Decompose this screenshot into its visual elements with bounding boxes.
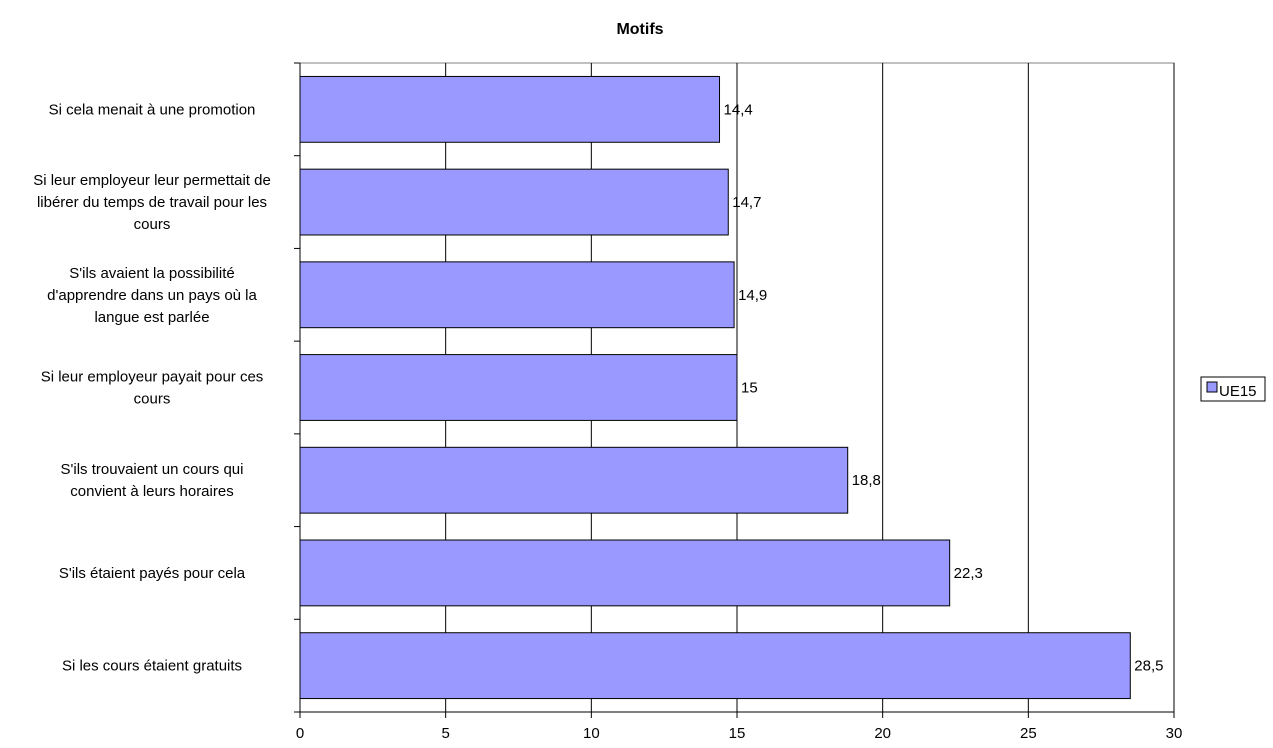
data-label: 15 xyxy=(741,380,758,397)
bar xyxy=(299,539,951,607)
x-tick-label: 20 xyxy=(874,725,891,742)
category-label: convient à leurs horaires xyxy=(70,483,233,500)
category-label: Si cela menait à une promotion xyxy=(49,101,256,118)
data-label: 14,9 xyxy=(738,287,767,304)
bar xyxy=(299,632,1131,700)
category-label: cours xyxy=(134,391,171,408)
chart-title: Motifs xyxy=(616,21,663,38)
bar xyxy=(299,75,721,143)
legend: UE15 xyxy=(1200,376,1266,402)
category-label: S'ils avaient la possibilité xyxy=(69,265,234,282)
bar xyxy=(299,168,729,236)
x-tick-label: 15 xyxy=(729,725,746,742)
plot-area: 0 5 10 15 20 25 30 14,4 Si cela menait à une pro… xyxy=(33,62,1183,742)
x-tick-label: 30 xyxy=(1166,725,1183,742)
data-label: 22,3 xyxy=(954,565,983,582)
data-label: 18,8 xyxy=(852,472,881,489)
legend-frame xyxy=(1200,376,1266,402)
bar xyxy=(299,354,738,421)
x-tick-label: 0 xyxy=(296,725,304,742)
category-label: cours xyxy=(134,216,171,233)
bar xyxy=(299,261,735,329)
category-label: libérer du temps de travail pour les xyxy=(37,194,267,211)
category-label: d'apprendre dans un pays où la xyxy=(47,287,257,304)
category-label: S'ils étaient payés pour cela xyxy=(59,565,246,582)
bar xyxy=(299,446,849,514)
legend-swatch-ue15 xyxy=(1206,381,1218,393)
legend-label-ue15: UE15 xyxy=(1219,383,1257,400)
category-label: Si leur employeur leur permettait de xyxy=(33,172,271,189)
x-tick-label: 25 xyxy=(1020,725,1037,742)
category-label: Si les cours étaient gratuits xyxy=(62,658,242,675)
data-label: 14,4 xyxy=(724,101,753,118)
category-label: S'ils trouvaient un cours qui xyxy=(61,461,244,478)
category-label: Si leur employeur payait pour ces xyxy=(41,369,264,386)
data-label: 28,5 xyxy=(1134,658,1163,675)
x-tick-label: 5 xyxy=(441,725,449,742)
data-label: 14,7 xyxy=(732,194,761,211)
category-label: langue est parlée xyxy=(94,309,209,326)
x-tick-label: 10 xyxy=(583,725,600,742)
